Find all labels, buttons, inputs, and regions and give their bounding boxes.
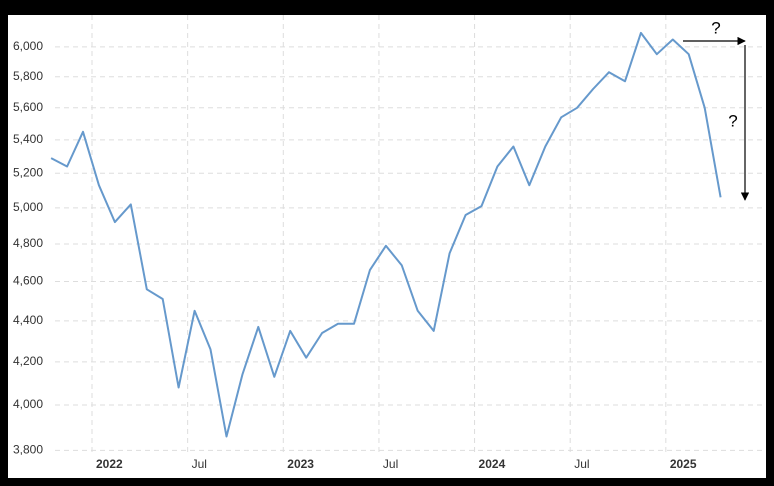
y-tick-label: 3,800 — [13, 443, 43, 457]
y-tick-label: 5,800 — [13, 69, 43, 83]
y-tick-label: 5,600 — [13, 100, 43, 114]
x-tick-label: 2025 — [670, 457, 697, 471]
y-tick-label: 6,000 — [13, 39, 43, 53]
annotation: ? — [711, 18, 720, 37]
y-tick-label: 5,000 — [13, 200, 43, 214]
annotation: ? — [728, 111, 737, 130]
y-tick-label: 4,800 — [13, 236, 43, 250]
data-line — [50, 31, 722, 438]
y-tick-label: 4,600 — [13, 274, 43, 288]
labels: 3,800 4,000 4,200 4,400 4,600 4,800 5,000 5,200… — [13, 39, 697, 471]
x-tick-label: 2023 — [287, 457, 314, 471]
y-tick-label: 4,000 — [13, 397, 43, 411]
y-tick-label: 4,400 — [13, 313, 43, 327]
y-tick-label: 4,200 — [13, 354, 43, 368]
x-tick-label: Jul — [383, 457, 398, 471]
x-tick-label: Jul — [192, 457, 207, 471]
y-tick-label: 5,200 — [13, 165, 43, 179]
x-tick-label: 2024 — [479, 457, 506, 471]
x-tick-label: Jul — [574, 457, 589, 471]
lines — [50, 31, 722, 438]
y-tick-label: 5,400 — [13, 132, 43, 146]
x-tick-label: 2022 — [96, 457, 123, 471]
